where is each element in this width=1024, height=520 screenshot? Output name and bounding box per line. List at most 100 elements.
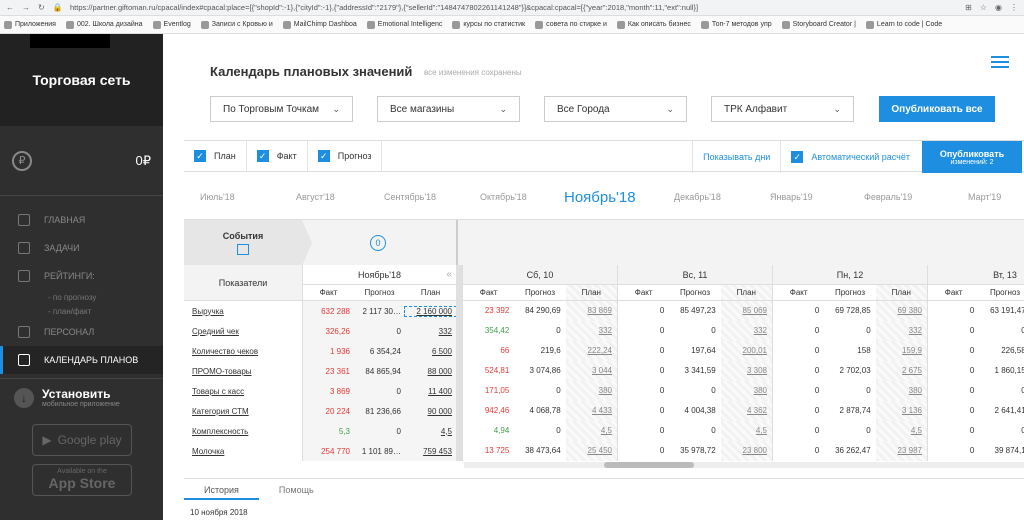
- day-plan-input[interactable]: 332: [875, 321, 927, 341]
- indicator-link[interactable]: Категория СТМ: [192, 406, 249, 416]
- star-icon[interactable]: ☆: [979, 3, 988, 12]
- day-plan-input[interactable]: 200,01: [720, 341, 772, 361]
- day-plan-input[interactable]: 222,24: [565, 341, 617, 361]
- indicator-link[interactable]: ПРОМО-товары: [192, 366, 252, 376]
- app-store-button[interactable]: Available on the App Store: [32, 464, 132, 496]
- day-plan-input[interactable]: 3 136: [875, 401, 927, 421]
- month-item[interactable]: Июль'18: [200, 192, 235, 202]
- extension-icon[interactable]: ◉: [995, 3, 1002, 12]
- bookmark-item[interactable]: Learn to code | Code: [862, 20, 948, 29]
- month-item[interactable]: Декабрь'18: [674, 192, 721, 202]
- month-item[interactable]: Январь'19: [770, 192, 813, 202]
- bookmark-item[interactable]: 002. Школа дизайна: [62, 20, 149, 29]
- summary-plan-input[interactable]: 88 000: [427, 366, 452, 376]
- forecast-checkbox[interactable]: ✓ Прогноз: [308, 141, 383, 171]
- bookmark-item[interactable]: курсы по статистик: [448, 20, 531, 29]
- sidebar-item-home[interactable]: Главная: [0, 206, 163, 234]
- day-plan-input[interactable]: 380: [875, 381, 927, 401]
- reload-icon[interactable]: ↻: [38, 3, 45, 12]
- publish-button[interactable]: Опубликовать изменений: 2: [922, 141, 1022, 173]
- month-item[interactable]: Сентябрь'18: [384, 192, 437, 202]
- day-plan-input[interactable]: 380: [565, 381, 617, 401]
- filter-shop-select[interactable]: Все магазины ⌄: [377, 96, 520, 122]
- bookmark-item[interactable]: совета по стирке и: [531, 20, 613, 29]
- day-plan-input[interactable]: 83 869: [565, 301, 617, 321]
- sidebar-subitem-forecast[interactable]: - по прогнозу: [48, 292, 97, 302]
- bookmark-item[interactable]: MailChimp Dashboa: [279, 20, 363, 29]
- day-plan-input[interactable]: 23 800: [720, 441, 772, 461]
- summary-plan-input[interactable]: 759 453: [423, 446, 452, 456]
- summary-plan-input[interactable]: 2 160 000: [404, 305, 457, 317]
- day-plan-input[interactable]: 3 044: [565, 361, 617, 381]
- month-item[interactable]: Март'19: [968, 192, 1002, 202]
- day-plan-input[interactable]: 85 069: [720, 301, 772, 321]
- hamburger-menu-icon[interactable]: [991, 56, 1009, 68]
- day-plan-input[interactable]: 3 308: [720, 361, 772, 381]
- tab-history[interactable]: История: [184, 479, 259, 500]
- summary-plan-input[interactable]: 11 400: [428, 386, 452, 396]
- day-plan-input[interactable]: 332: [565, 321, 617, 341]
- bookmark-item[interactable]: Записи с Кровью и: [197, 20, 279, 29]
- plan-checkbox[interactable]: ✓ План: [184, 141, 247, 171]
- month-current[interactable]: Ноябрь'18: [564, 188, 636, 206]
- translate-icon[interactable]: ⊞: [965, 3, 972, 12]
- day-plan-input[interactable]: 4 362: [720, 401, 772, 421]
- month-item[interactable]: Август'18: [296, 192, 335, 202]
- summary-plan-input[interactable]: 6 500: [431, 346, 452, 356]
- bookmark-item[interactable]: Приложения: [0, 20, 62, 29]
- sidebar-item-tasks[interactable]: Задачи: [0, 234, 163, 262]
- scrollbar-thumb[interactable]: [604, 462, 694, 468]
- install-app-banner[interactable]: ↓ Установить мобильное приложение: [0, 378, 163, 416]
- indicator-link[interactable]: Выручка: [192, 306, 224, 316]
- bookmark-item[interactable]: Eventlog: [149, 20, 197, 29]
- forward-icon[interactable]: →: [22, 3, 30, 12]
- bookmark-item[interactable]: Как описать бизнес: [613, 20, 697, 29]
- bookmark-item[interactable]: Storyboard Creator |: [778, 20, 862, 29]
- auto-calc-checkbox[interactable]: ✓ Автоматический расчёт: [780, 141, 920, 173]
- month-item[interactable]: Февраль'19: [864, 192, 913, 202]
- day-plan-input[interactable]: 159,9: [875, 341, 927, 361]
- collapse-icon[interactable]: «: [446, 269, 452, 280]
- filter-address-select[interactable]: ТРК Алфавит ⌄: [711, 96, 854, 122]
- publish-all-button[interactable]: Опубликовать все: [879, 96, 995, 122]
- show-days-link[interactable]: Показывать дни: [692, 141, 780, 173]
- filter-grouping-select[interactable]: По Торговым Точкам ⌄: [210, 96, 353, 122]
- day-plan-input[interactable]: 4 433: [565, 401, 617, 421]
- day-plan-input[interactable]: 332: [720, 321, 772, 341]
- summary-plan-input[interactable]: 4,5: [440, 426, 452, 436]
- indicator-link[interactable]: Товары с касс: [192, 386, 245, 396]
- bookmark-item[interactable]: Топ-7 методов упр: [697, 20, 778, 29]
- menu-dots-icon[interactable]: ⋮: [1010, 3, 1018, 12]
- indicator-link[interactable]: Средний чек: [192, 326, 239, 336]
- day-plan-input[interactable]: 4,5: [720, 421, 772, 441]
- sidebar-subitem-planfact[interactable]: - план/факт: [48, 306, 92, 316]
- fact-checkbox[interactable]: ✓ Факт: [247, 141, 308, 171]
- events-count-badge[interactable]: 0: [370, 235, 386, 251]
- day-plan-input[interactable]: 25 450: [565, 441, 617, 461]
- sidebar-item-ratings[interactable]: Рейтинги:: [0, 262, 163, 290]
- day-plan-input[interactable]: 2 675: [875, 361, 927, 381]
- summary-plan-input[interactable]: 332: [438, 326, 452, 336]
- day-plan-input[interactable]: 4,5: [565, 421, 617, 441]
- events-label[interactable]: События: [184, 220, 302, 266]
- sidebar-item-staff[interactable]: Персонал: [0, 318, 163, 346]
- back-icon[interactable]: ←: [6, 3, 14, 12]
- google-play-button[interactable]: ▶ Google play: [32, 424, 132, 456]
- indicator-link[interactable]: Молочка: [192, 446, 225, 456]
- horizontal-scrollbar[interactable]: [464, 462, 1024, 468]
- column-splitter[interactable]: [456, 265, 462, 461]
- day-plan-input[interactable]: 4,5: [875, 421, 927, 441]
- indicator-link[interactable]: Комплексность: [192, 426, 249, 436]
- address-bar[interactable]: https://partner.giftoman.ru/cpacal/index…: [70, 3, 699, 12]
- day-plan-input[interactable]: 23 987: [875, 441, 927, 461]
- month-item[interactable]: Октябрь'18: [480, 192, 527, 202]
- day-plan-input[interactable]: 69 380: [875, 301, 927, 321]
- summary-forecast-cell: 6 354,24: [369, 346, 401, 356]
- indicator-link[interactable]: Количество чеков: [192, 346, 259, 356]
- day-plan-input[interactable]: 380: [720, 381, 772, 401]
- filter-city-select[interactable]: Все Города ⌄: [544, 96, 687, 122]
- summary-plan-input[interactable]: 90 000: [427, 406, 452, 416]
- sidebar-item-calendar[interactable]: Календарь планов: [0, 346, 163, 374]
- bookmark-item[interactable]: Emotional Intelligenc: [363, 20, 449, 29]
- tab-help[interactable]: Помощь: [278, 485, 314, 495]
